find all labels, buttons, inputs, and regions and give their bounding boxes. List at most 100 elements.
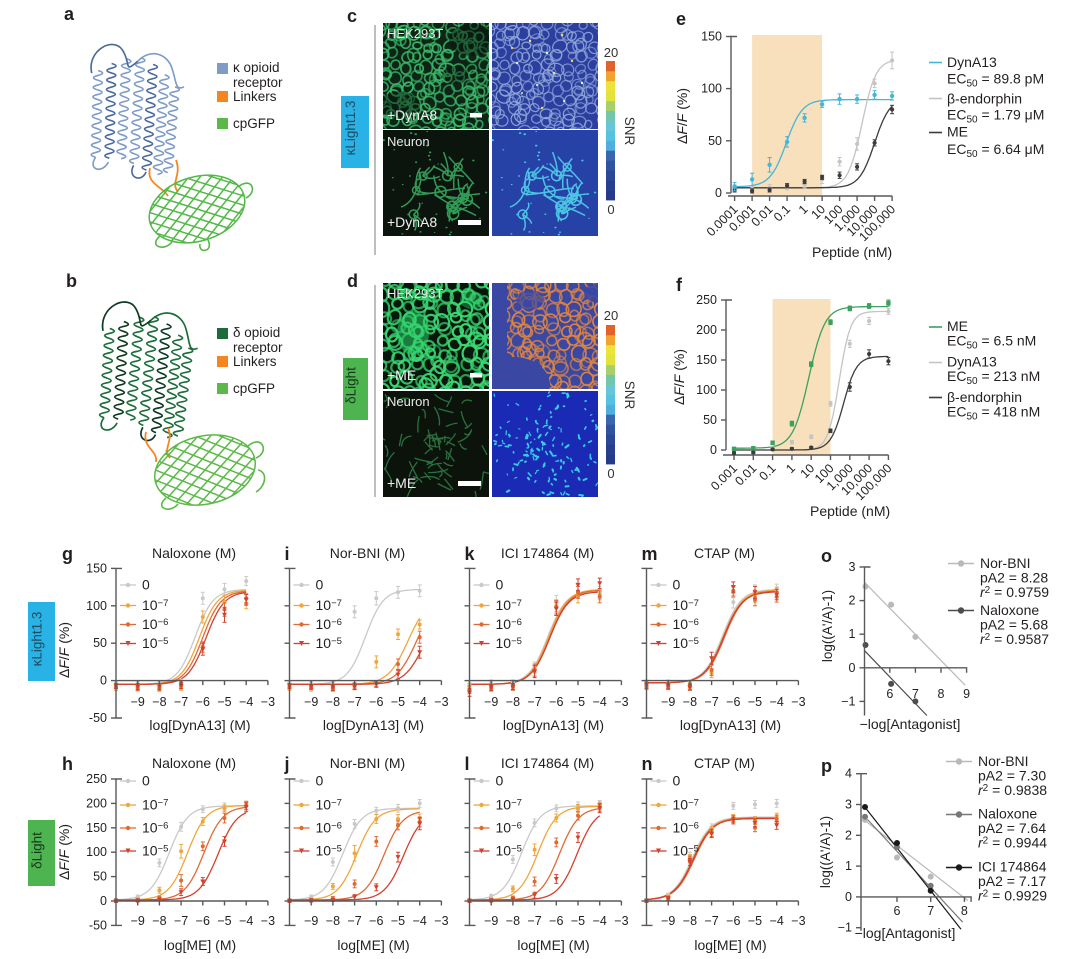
- svg-text:−3: −3: [434, 695, 448, 709]
- svg-text:0: 0: [316, 773, 324, 789]
- svg-text:−9: −9: [484, 914, 498, 928]
- svg-text:0: 0: [142, 773, 150, 789]
- svg-text:50: 50: [708, 134, 722, 148]
- svg-text:Linkers: Linkers: [233, 89, 277, 104]
- svg-text:ICI 174864 (M): ICI 174864 (M): [501, 755, 594, 771]
- svg-text:6: 6: [894, 904, 901, 918]
- svg-text:r2 = 0.9944: r2 = 0.9944: [978, 835, 1047, 851]
- svg-text:log[ME] (M): log[ME] (M): [517, 937, 589, 953]
- svg-text:0: 0: [100, 894, 107, 908]
- svg-text:0: 0: [673, 773, 681, 789]
- svg-text:0: 0: [607, 466, 614, 481]
- svg-text:−9: −9: [131, 695, 145, 709]
- svg-text:−9: −9: [661, 914, 675, 928]
- svg-text:0: 0: [100, 674, 107, 688]
- svg-text:7: 7: [927, 904, 934, 918]
- svg-text:log[ME] (M): log[ME] (M): [164, 937, 236, 953]
- svg-text:l: l: [465, 754, 470, 774]
- svg-text:0: 0: [496, 577, 504, 593]
- svg-text:HEK293T: HEK293T: [387, 286, 443, 301]
- svg-text:δLight: δLight: [344, 367, 359, 404]
- svg-text:k: k: [465, 544, 476, 564]
- svg-text:−log[Antagonist]: −log[Antagonist]: [860, 716, 961, 732]
- svg-text:−7: −7: [347, 914, 361, 928]
- svg-text:−5: −5: [391, 914, 405, 928]
- svg-text:8: 8: [938, 687, 945, 701]
- svg-text:ΔF/F (%): ΔF/F (%): [56, 824, 72, 880]
- svg-text:δ opioid: δ opioid: [233, 325, 280, 340]
- svg-text:Nor-BNI: Nor-BNI: [978, 753, 1029, 769]
- svg-text:−5: −5: [571, 695, 585, 709]
- svg-text:−3: −3: [791, 914, 805, 928]
- svg-text:Naloxone: Naloxone: [978, 806, 1037, 822]
- svg-text:1: 1: [849, 627, 856, 641]
- svg-text:EC50 = 213 nM: EC50 = 213 nM: [947, 368, 1040, 387]
- svg-text:HEK293T: HEK293T: [387, 26, 443, 41]
- svg-text:9: 9: [963, 687, 970, 701]
- svg-text:e: e: [676, 9, 686, 29]
- svg-text:Naloxone (M): Naloxone (M): [152, 755, 236, 771]
- svg-text:50: 50: [93, 870, 107, 884]
- svg-text:−3: −3: [261, 914, 275, 928]
- svg-text:−7: −7: [174, 914, 188, 928]
- svg-text:p: p: [821, 756, 832, 776]
- svg-text:Naloxone (M): Naloxone (M): [152, 545, 236, 561]
- svg-text:pA2 = 7.64: pA2 = 7.64: [978, 820, 1046, 836]
- svg-text:0: 0: [715, 186, 722, 200]
- svg-text:log[DynA13] (M): log[DynA13] (M): [680, 717, 781, 733]
- svg-text:−7: −7: [527, 695, 541, 709]
- svg-text:−9: −9: [304, 914, 318, 928]
- svg-text:+ME: +ME: [387, 475, 416, 491]
- svg-text:−7: −7: [704, 914, 718, 928]
- svg-text:log[ME] (M): log[ME] (M): [337, 937, 409, 953]
- svg-text:ME: ME: [947, 318, 968, 334]
- svg-text:DynA13: DynA13: [947, 354, 997, 370]
- svg-text:CTAP (M): CTAP (M): [694, 755, 755, 771]
- svg-text:j: j: [284, 754, 290, 774]
- svg-text:−7: −7: [174, 695, 188, 709]
- svg-text:250: 250: [86, 772, 107, 786]
- svg-text:−8: −8: [152, 914, 166, 928]
- svg-text:pA2 = 7.30: pA2 = 7.30: [978, 768, 1046, 784]
- svg-text:−3: −3: [261, 695, 275, 709]
- svg-text:−5: −5: [748, 914, 762, 928]
- svg-text:−8: −8: [326, 914, 340, 928]
- svg-text:+DynA8: +DynA8: [387, 214, 437, 230]
- svg-text:a: a: [64, 4, 75, 24]
- svg-text:pA2 = 5.68: pA2 = 5.68: [980, 617, 1048, 633]
- svg-text:β-endorphin: β-endorphin: [947, 389, 1022, 405]
- svg-text:ΔF/F (%): ΔF/F (%): [56, 622, 72, 678]
- svg-text:−7: −7: [347, 695, 361, 709]
- svg-text:-50: -50: [89, 918, 107, 932]
- svg-text:-50: -50: [89, 711, 107, 725]
- svg-text:log[DynA13] (M): log[DynA13] (M): [503, 717, 604, 733]
- svg-text:g: g: [62, 544, 73, 564]
- svg-text:Nor-BNI (M): Nor-BNI (M): [330, 545, 405, 561]
- svg-text:log((A'/A)-1): log((A'/A)-1): [820, 590, 835, 662]
- svg-text:Peptide (nM): Peptide (nM): [812, 244, 892, 260]
- svg-text:100: 100: [696, 383, 717, 397]
- svg-text:Linkers: Linkers: [233, 354, 277, 369]
- svg-text:−9: −9: [304, 695, 318, 709]
- svg-text:−9: −9: [484, 695, 498, 709]
- svg-text:cpGFP: cpGFP: [233, 116, 275, 131]
- svg-text:−4: −4: [770, 914, 784, 928]
- svg-text:κ opioid: κ opioid: [233, 60, 280, 75]
- svg-text:2: 2: [849, 594, 856, 608]
- svg-text:c: c: [347, 6, 357, 26]
- svg-text:6: 6: [886, 687, 893, 701]
- svg-text:f: f: [676, 275, 683, 295]
- svg-text:−8: −8: [683, 914, 697, 928]
- svg-text:r2 = 0.9759: r2 = 0.9759: [980, 584, 1049, 600]
- svg-text:−5: −5: [217, 695, 231, 709]
- svg-text:−6: −6: [726, 914, 740, 928]
- svg-text:−5: −5: [217, 914, 231, 928]
- svg-text:b: b: [66, 271, 77, 291]
- svg-text:Nor-BNI: Nor-BNI: [980, 555, 1031, 571]
- svg-text:i: i: [285, 544, 290, 564]
- svg-text:pA2 = 7.17: pA2 = 7.17: [978, 873, 1046, 889]
- svg-text:−9: −9: [661, 695, 675, 709]
- svg-text:−4: −4: [239, 914, 253, 928]
- svg-text:n: n: [642, 754, 653, 774]
- svg-text:−8: −8: [326, 695, 340, 709]
